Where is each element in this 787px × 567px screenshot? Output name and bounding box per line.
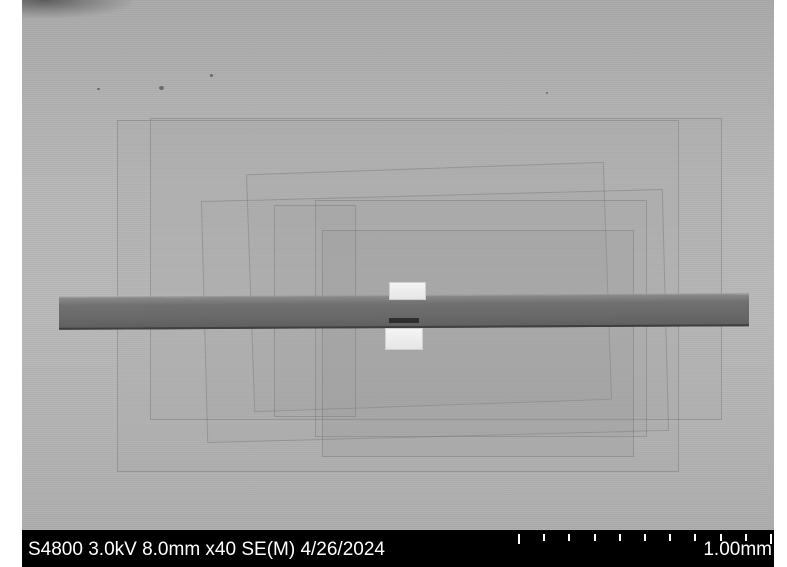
scale-bar-tick <box>594 534 596 541</box>
dust-particle <box>159 86 164 90</box>
scale-bar-tick <box>619 534 621 541</box>
dust-particle <box>210 74 213 77</box>
micrograph-info-bar: S4800 3.0kV 8.0mm x40 SE(M) 4/26/2024 1.… <box>22 530 774 567</box>
ghost-frame <box>322 230 634 457</box>
sem-image-area <box>22 0 774 530</box>
scale-bar-tick <box>745 534 747 541</box>
micrograph-info-text: S4800 3.0kV 8.0mm x40 SE(M) 4/26/2024 <box>28 539 385 560</box>
scale-bar-tick <box>669 534 671 541</box>
contact-pad-top <box>389 282 426 300</box>
sem-micrograph: S4800 3.0kV 8.0mm x40 SE(M) 4/26/2024 1.… <box>22 0 774 567</box>
dust-particle <box>97 88 100 90</box>
scale-bar-label: 1.00mm <box>703 539 772 560</box>
contact-pad-bottom <box>385 328 423 350</box>
scale-bar-tick <box>568 534 570 541</box>
scale-bar-tick <box>543 534 545 541</box>
beam-notch <box>389 318 419 323</box>
ghost-frame <box>150 118 722 420</box>
edge-artifact <box>22 0 132 18</box>
scale-bar-tick <box>770 534 772 544</box>
scale-bar-tick <box>518 534 520 544</box>
scale-bar-tick <box>694 534 696 541</box>
scale-bar <box>518 534 772 544</box>
scale-bar-tick <box>720 534 722 541</box>
dust-particle <box>546 92 548 94</box>
scale-bar-tick <box>644 534 646 541</box>
